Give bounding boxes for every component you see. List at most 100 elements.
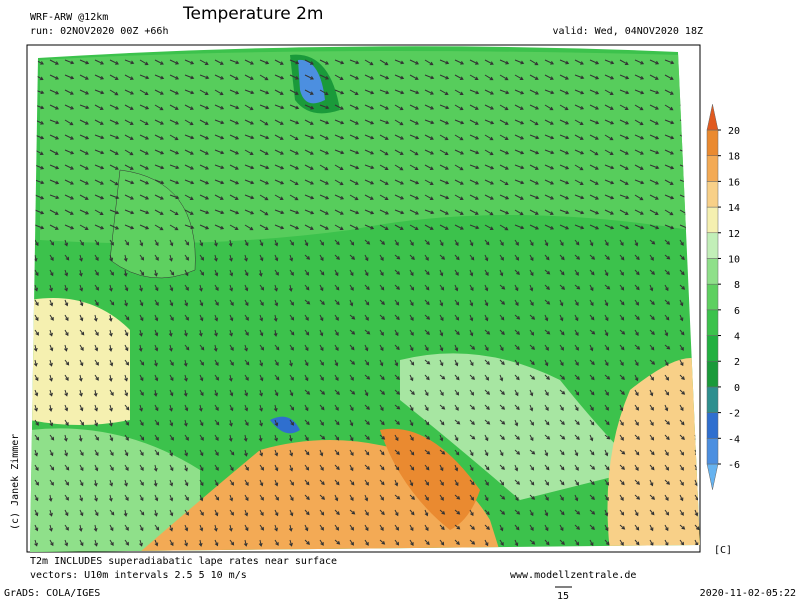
wind-arrow xyxy=(574,254,581,260)
wind-arrow xyxy=(574,494,579,502)
wind-arrow xyxy=(139,269,145,276)
wind-arrow xyxy=(139,224,150,230)
wind-arrow xyxy=(214,449,219,456)
wind-arrow xyxy=(274,239,279,247)
wind-arrow xyxy=(154,104,164,111)
wind-arrow xyxy=(319,119,330,125)
wind-arrow xyxy=(304,524,309,532)
wind-arrow xyxy=(109,74,119,80)
wind-arrow xyxy=(589,179,599,185)
wind-arrow xyxy=(514,539,519,547)
wind-arrow xyxy=(514,269,520,275)
wind-arrow xyxy=(574,149,585,155)
wind-arrow xyxy=(379,209,389,215)
wind-arrow xyxy=(154,164,165,170)
wind-arrow xyxy=(364,254,369,262)
wind-arrow xyxy=(424,194,434,200)
wind-arrow xyxy=(649,239,656,245)
wind-arrow xyxy=(169,524,174,532)
wind-arrow xyxy=(319,524,324,531)
wind-arrow xyxy=(589,299,594,307)
wind-arrow xyxy=(394,374,400,380)
wind-arrow xyxy=(154,509,158,517)
wind-arrow xyxy=(574,209,585,215)
wind-arrow xyxy=(634,479,640,485)
wind-arrow xyxy=(184,299,189,307)
wind-arrow xyxy=(649,119,659,125)
wind-arrow xyxy=(214,434,219,442)
wind-arrow xyxy=(228,239,233,247)
wind-arrow xyxy=(649,209,659,215)
wind-arrow xyxy=(244,344,248,352)
wind-arrow xyxy=(364,194,374,200)
wind-arrow xyxy=(274,539,279,546)
wind-arrow xyxy=(664,314,670,321)
wind-arrow xyxy=(439,374,446,380)
wind-arrow xyxy=(589,194,599,200)
wind-arrow xyxy=(289,389,294,397)
wind-arrow xyxy=(229,479,234,486)
wind-arrow xyxy=(619,269,624,276)
wind-arrow xyxy=(244,89,255,95)
wind-arrow xyxy=(169,59,180,65)
wind-arrow xyxy=(184,134,195,140)
wind-arrow xyxy=(334,164,344,171)
wind-arrow xyxy=(649,359,656,365)
wind-arrow xyxy=(454,269,459,276)
wind-arrow xyxy=(484,329,491,335)
wind-arrow xyxy=(319,359,324,366)
wind-arrow xyxy=(529,449,536,455)
wind-arrow xyxy=(289,164,300,170)
colorbar-segment xyxy=(706,412,719,439)
wind-arrow xyxy=(409,344,414,352)
wind-arrow xyxy=(154,269,158,277)
wind-arrow xyxy=(78,374,83,382)
wind-arrow xyxy=(544,224,555,230)
wind-arrow xyxy=(514,449,521,455)
wind-arrow xyxy=(619,509,625,516)
wind-arrow xyxy=(559,194,570,200)
wind-arrow xyxy=(64,389,69,397)
colorbar-segment xyxy=(706,232,719,259)
wind-arrow xyxy=(454,389,460,396)
wind-arrow xyxy=(559,284,566,290)
wind-arrow xyxy=(229,89,240,95)
wind-arrow xyxy=(319,509,325,516)
wind-arrow xyxy=(229,299,234,306)
wind-arrow xyxy=(229,359,234,366)
wind-arrow xyxy=(469,509,474,517)
wind-arrow xyxy=(139,164,149,170)
wind-arrow xyxy=(499,104,509,111)
wind-arrow xyxy=(259,374,264,382)
wind-arrow xyxy=(304,269,310,276)
wind-arrow xyxy=(199,104,210,110)
wind-arrow xyxy=(289,134,299,141)
wind-arrow xyxy=(334,524,340,531)
wind-arrow xyxy=(109,404,113,412)
wind-arrow xyxy=(454,164,464,171)
wind-arrow xyxy=(229,389,234,397)
wind-arrow xyxy=(244,224,254,231)
wind-arrow xyxy=(169,284,174,292)
wind-arrow xyxy=(304,104,315,110)
wind-arrow xyxy=(559,524,564,532)
wind-arrow xyxy=(124,284,129,292)
wind-arrow xyxy=(514,59,525,65)
wind-arrow xyxy=(529,539,536,545)
wind-arrow xyxy=(199,464,204,472)
wind-arrow xyxy=(379,149,389,156)
wind-arrow xyxy=(274,449,279,457)
wind-arrow xyxy=(604,74,615,80)
wind-arrow xyxy=(94,179,104,185)
wind-arrow xyxy=(184,464,188,472)
wind-arrow xyxy=(454,314,460,321)
wind-arrow xyxy=(154,59,164,65)
wind-arrow xyxy=(289,314,295,321)
wind-arrow xyxy=(304,89,314,95)
wind-arrow xyxy=(169,479,174,487)
wind-arrow xyxy=(649,344,655,351)
wind-arrow xyxy=(184,224,195,230)
wind-arrow xyxy=(604,104,614,110)
wind-arrow xyxy=(469,524,475,530)
wind-arrow xyxy=(274,209,285,215)
